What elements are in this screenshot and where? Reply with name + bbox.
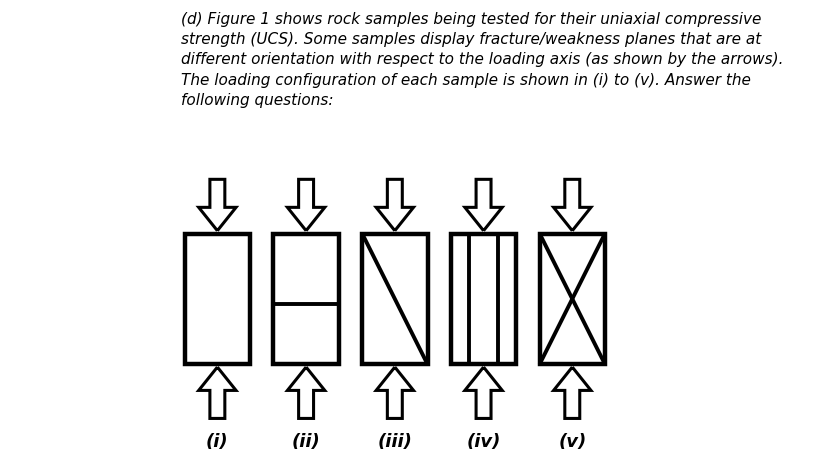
Text: (iii): (iii) [377,433,412,452]
Bar [540,234,605,364]
Bar [273,234,339,364]
Bar [362,234,428,364]
Text: (iv): (iv) [467,433,501,452]
Text: (i): (i) [206,433,228,452]
Text: (v): (v) [559,433,586,452]
Bar [185,234,250,364]
Text: (d) Figure 1 shows rock samples being tested for their uniaxial compressive
stre: (d) Figure 1 shows rock samples being te… [181,12,784,108]
Bar [451,234,516,364]
Text: (ii): (ii) [292,433,320,452]
